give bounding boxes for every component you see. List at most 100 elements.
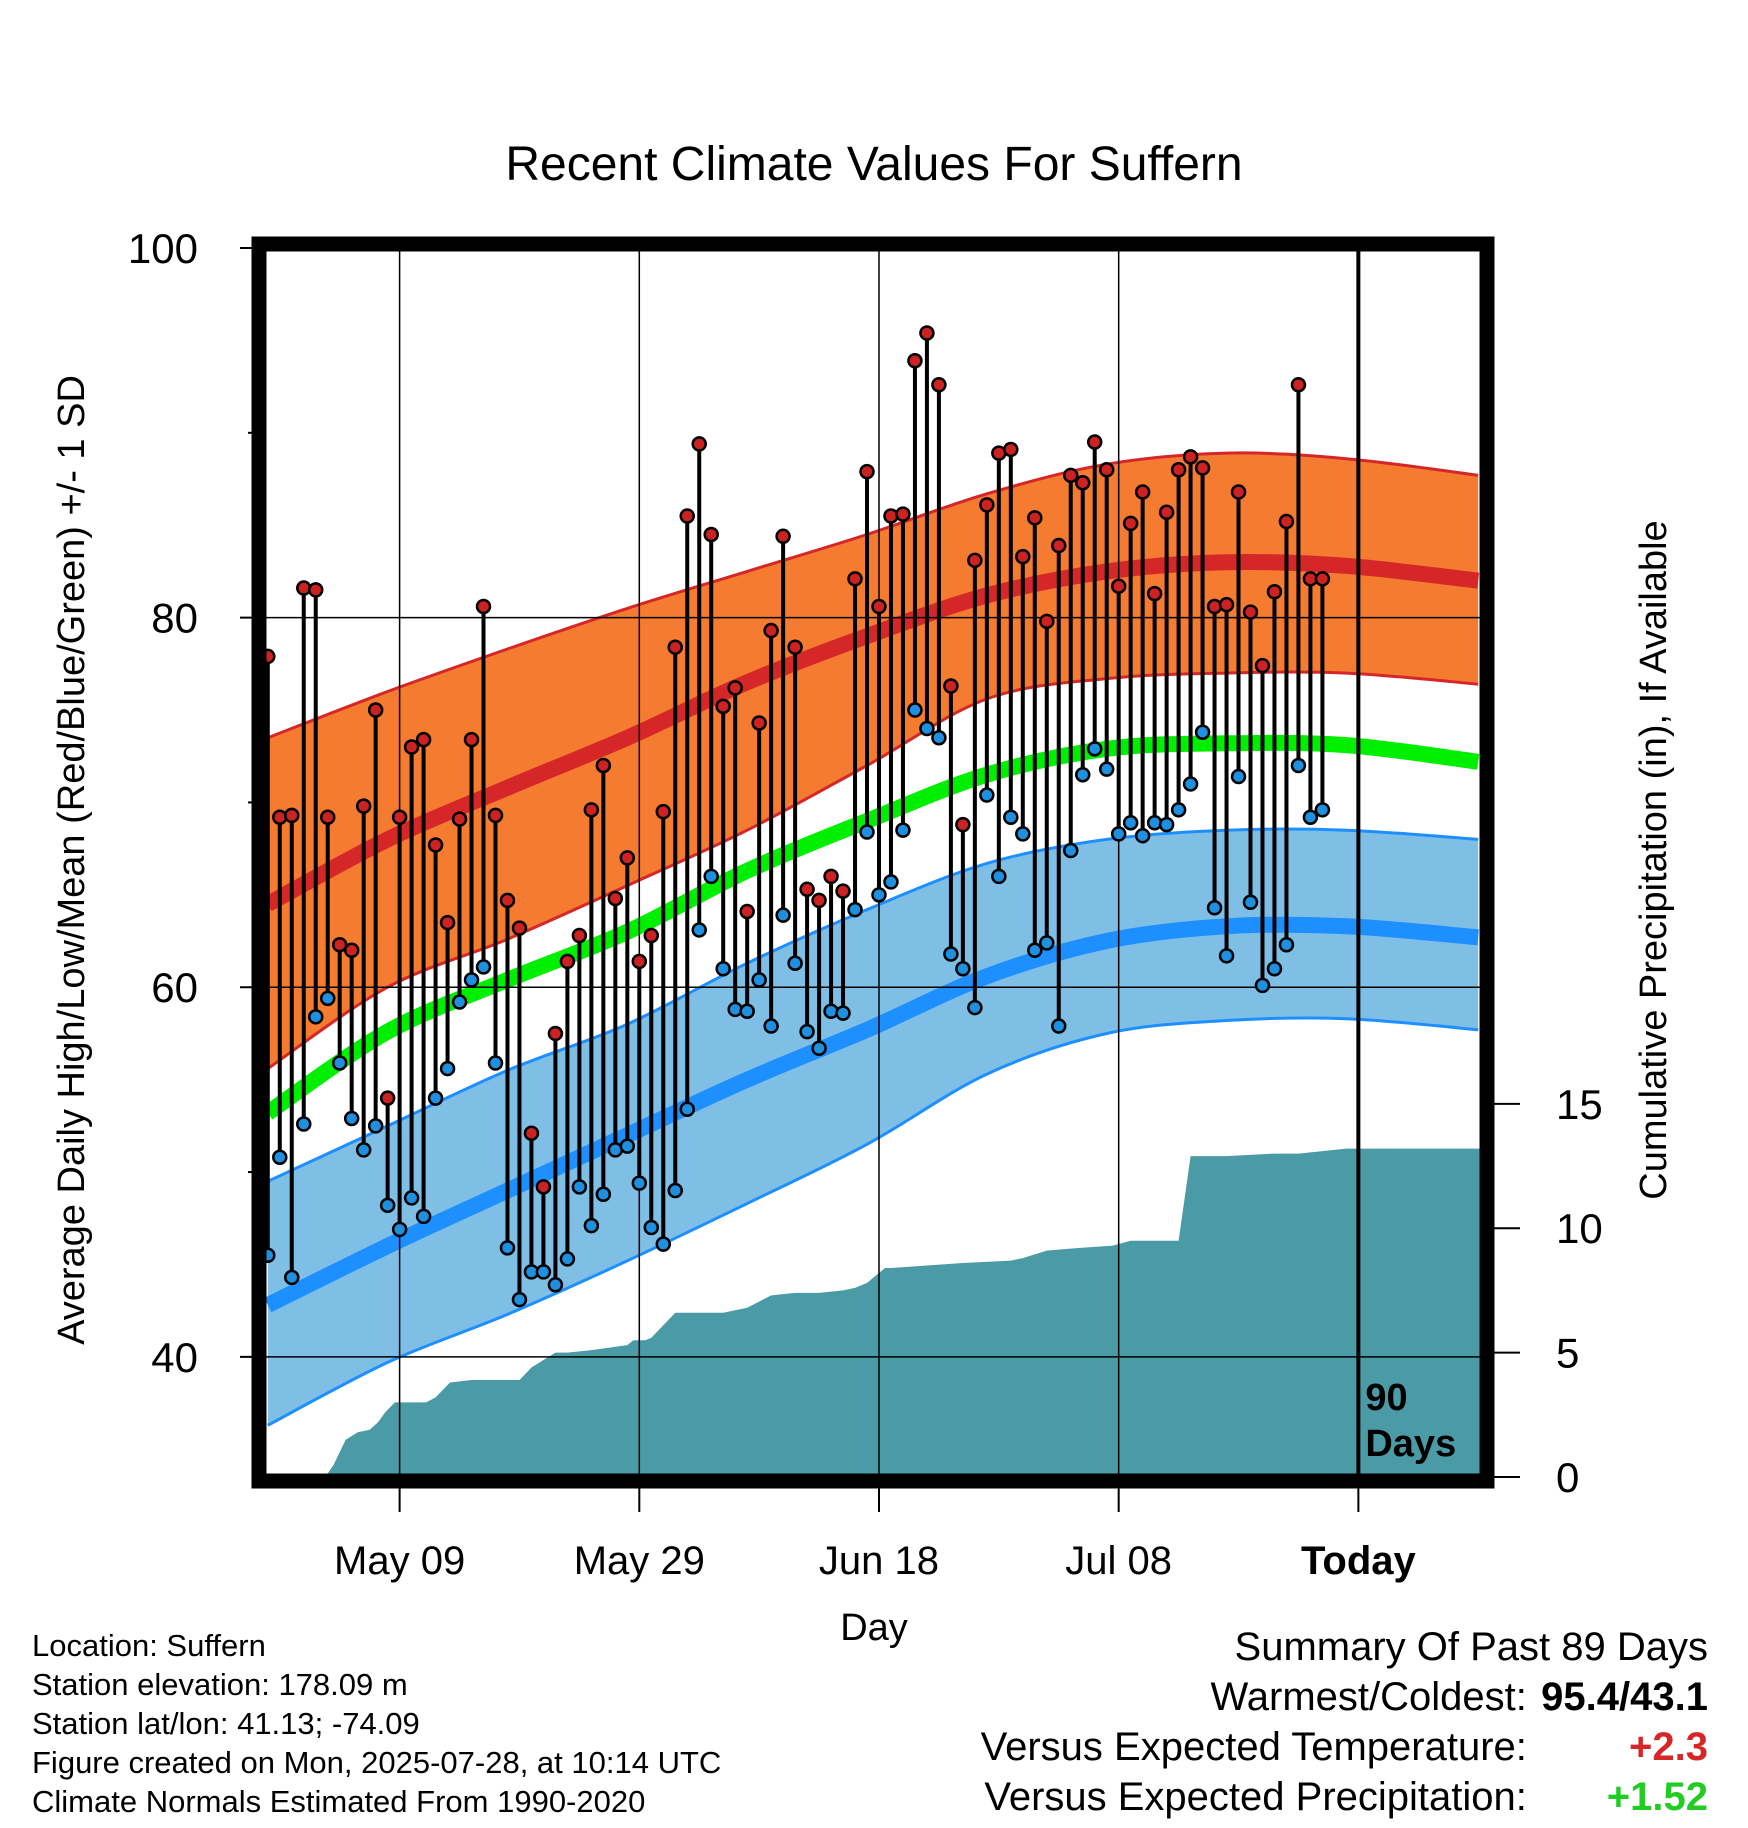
precip-value: +1.52 [1606, 1775, 1708, 1819]
daily-high-point [919, 325, 935, 341]
daily-low-point [1039, 935, 1055, 951]
low-upper-edge [267, 827, 1479, 1183]
daily-high-point [1242, 604, 1259, 620]
daily-high-point [1015, 548, 1031, 565]
x-axis-label: Day [840, 1607, 908, 1649]
daily-low-point [919, 720, 935, 737]
daily-high-point [1027, 510, 1043, 526]
daily-low-point [1003, 809, 1019, 825]
plot-frame [251, 236, 1495, 1489]
today-marker-label: Days [1365, 1423, 1456, 1465]
daily-high-point [943, 678, 959, 694]
daily-high-point [1098, 462, 1115, 478]
daily-high-point [979, 497, 995, 513]
daily-high-point [367, 702, 384, 718]
daily-low-point [1218, 948, 1235, 964]
daily-high-point [859, 463, 875, 480]
daily-low-point [391, 1221, 408, 1238]
daily-high-point [523, 1125, 540, 1141]
low-sd-band [267, 829, 1479, 1426]
daily-low-point [931, 730, 947, 746]
daily-low-point [284, 1269, 300, 1286]
daily-high-point [1110, 578, 1127, 594]
daily-low-point [835, 1005, 851, 1021]
daily-low-point [427, 1090, 444, 1106]
daily-low-point [799, 1023, 815, 1040]
daily-low-point [847, 901, 863, 918]
daily-high-point [907, 352, 923, 369]
daily-high-point [1074, 474, 1091, 491]
daily-high-point [1314, 571, 1331, 587]
daily-high-point [511, 920, 528, 936]
daily-low-point [811, 1040, 827, 1056]
daily-low-point [991, 868, 1007, 885]
daily-high-point [487, 807, 504, 824]
daily-low-point [955, 961, 971, 977]
temp-value: +2.3 [1629, 1725, 1708, 1769]
daily-high-point [355, 798, 372, 814]
daily-high-point [331, 936, 348, 953]
daily-low-point [355, 1142, 372, 1158]
warm-cold-row: Warmest/Coldest: 95.4/43.1 [981, 1672, 1709, 1722]
daily-high-point [955, 816, 971, 833]
daily-low-point [331, 1055, 348, 1071]
warm-cold-label: Warmest/Coldest: [1210, 1675, 1527, 1719]
daily-high-point [571, 927, 588, 944]
x-tick-label: May 29 [574, 1539, 705, 1583]
daily-high-point [1158, 504, 1175, 521]
daily-low-point [655, 1236, 672, 1252]
daily-low-point [595, 1186, 612, 1202]
y-tick-label: 40 [151, 1334, 198, 1381]
daily-high-point [895, 506, 911, 522]
daily-high-point [284, 807, 300, 824]
daily-low-point [463, 972, 480, 988]
daily-high-point [715, 698, 731, 715]
temp-row: Versus Expected Temperature: +2.3 [981, 1722, 1708, 1772]
daily-low-point [295, 1116, 312, 1132]
daily-high-point [559, 953, 576, 970]
daily-high-point [799, 881, 815, 898]
daily-high-point [1218, 596, 1235, 613]
daily-low-point [679, 1101, 695, 1117]
daily-low-point [1290, 757, 1307, 774]
daily-low-point [571, 1179, 588, 1195]
daily-high-point [1230, 484, 1247, 500]
daily-low-point [343, 1110, 360, 1127]
low-lower-edge [267, 1016, 1479, 1427]
today-marker-label: 90 [1365, 1377, 1407, 1419]
daily-high-point [607, 890, 624, 907]
daily-high-point [439, 914, 456, 931]
daily-low-point [883, 874, 899, 890]
daily-high-point [403, 739, 420, 755]
daily-high-point [655, 803, 672, 820]
daily-high-point [343, 942, 360, 959]
daily-high-point [931, 377, 947, 393]
warm-cold-value: 95.4/43.1 [1541, 1675, 1708, 1719]
daily-low-point [1170, 802, 1187, 818]
created-text: Figure created on Mon, 2025-07-28, at 10… [32, 1745, 722, 1780]
daily-low-point [631, 1175, 648, 1191]
daily-high-point [1003, 441, 1019, 458]
daily-low-point [979, 787, 995, 803]
daily-high-point [379, 1090, 396, 1106]
daily-high-point [1134, 484, 1151, 500]
daily-low-point [367, 1118, 384, 1134]
daily-low-point [775, 907, 791, 923]
daily-low-point [667, 1182, 684, 1199]
daily-low-point [1242, 894, 1259, 910]
daily-high-point [691, 436, 707, 452]
daily-high-point [463, 731, 480, 748]
y-tick-label: 80 [151, 595, 198, 642]
latlon-text: Station lat/lon: 41.13; -74.09 [32, 1706, 420, 1741]
daily-low-point [739, 1003, 755, 1020]
daily-high-point [631, 953, 648, 970]
daily-high-point [475, 598, 492, 615]
x-tick-label: Jul 08 [1065, 1539, 1172, 1583]
daily-low-point [1098, 761, 1115, 777]
daily-high-point [595, 757, 612, 774]
daily-low-point [415, 1208, 432, 1225]
daily-high-point [967, 552, 983, 569]
